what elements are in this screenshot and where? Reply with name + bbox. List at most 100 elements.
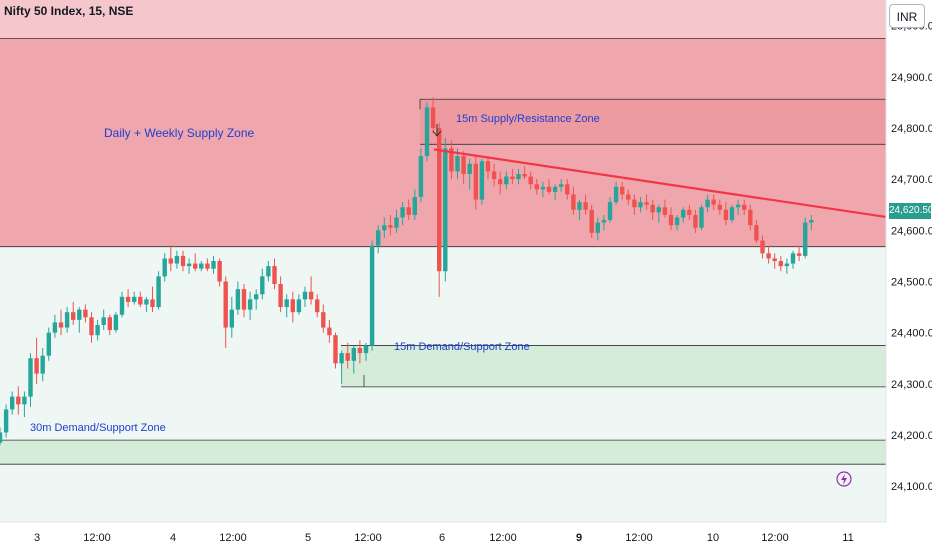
candle-body (522, 174, 527, 177)
candle-body (644, 202, 649, 205)
candle-body (620, 186, 625, 195)
candle-body (790, 253, 796, 264)
candle-body (656, 207, 661, 213)
candle-body (357, 348, 363, 354)
candle-body (217, 261, 222, 282)
x-tick-label: 9 (576, 532, 582, 544)
x-tick-label: 12:00 (489, 532, 517, 544)
candle-body (418, 156, 424, 198)
candle-body (266, 266, 271, 277)
candle-body (211, 261, 216, 269)
candle-body (64, 312, 70, 328)
candle-body (174, 255, 180, 264)
candle-body (546, 186, 552, 192)
candle-body (809, 220, 814, 223)
currency-button[interactable]: INR (889, 4, 925, 28)
zone-label: 15m Demand/Support Zone (394, 341, 530, 353)
candle-body (254, 294, 259, 300)
candle-body (22, 396, 27, 405)
candle-body (16, 396, 21, 405)
candle-body (363, 345, 369, 354)
candle-body (528, 176, 533, 185)
candle-body (58, 322, 64, 328)
x-tick-label: 4 (170, 532, 176, 544)
candles (0, 97, 814, 446)
candle-body (339, 353, 344, 364)
candle-body (467, 163, 472, 174)
candle-body (89, 317, 94, 336)
candle-body (699, 207, 704, 228)
candle-body (607, 202, 613, 221)
candle-body (589, 209, 594, 233)
candle-body (193, 263, 198, 269)
y-tick-label: 24,500.00 (891, 276, 932, 288)
candle-body (308, 291, 314, 300)
candle-body (595, 222, 600, 233)
candle-body (638, 202, 643, 208)
candle-body (742, 204, 747, 210)
candle-body (382, 225, 387, 231)
resistance-trendline (433, 148, 887, 219)
candle-body (284, 299, 289, 308)
candle-body (315, 299, 320, 313)
candle-body (290, 299, 295, 313)
candle-body (504, 176, 509, 185)
candle-body (321, 312, 326, 328)
zone-label: Daily + Weekly Supply Zone (104, 126, 255, 140)
candle-body (3, 409, 9, 433)
candle-body (717, 204, 722, 210)
candle-body (186, 263, 192, 267)
candle-body (83, 309, 88, 318)
candle-body (735, 204, 741, 208)
candle-body (241, 289, 247, 310)
candle-body (52, 322, 58, 333)
candle-body (437, 127, 442, 272)
x-tick-label: 11 (842, 532, 853, 544)
candle-body (455, 156, 460, 172)
time-axis[interactable] (0, 522, 886, 550)
x-tick-label: 12:00 (625, 532, 653, 544)
price-axis[interactable] (886, 0, 932, 550)
candle-body (632, 199, 637, 208)
candle-body (565, 184, 570, 195)
y-tick-label: 24,900.00 (891, 72, 932, 84)
candle-body (498, 179, 503, 185)
candle-body (138, 296, 143, 305)
demand-support-zone-30m (0, 440, 886, 465)
candle-body (180, 255, 186, 267)
x-tick-label: 10 (707, 532, 719, 544)
candle-body (510, 176, 515, 180)
candle-body (430, 107, 436, 128)
candle-body (144, 299, 149, 305)
candle-body (485, 161, 491, 172)
candle-body (461, 156, 466, 174)
y-tick-label: 24,700.00 (891, 174, 932, 186)
y-tick-label: 24,100.00 (891, 481, 932, 493)
candle-body (406, 207, 411, 215)
demand-support-zone-15m (341, 345, 886, 387)
candle-body (95, 324, 100, 336)
candle-body (394, 217, 399, 228)
candle-body (613, 186, 619, 203)
y-tick-label: 24,400.00 (891, 328, 932, 340)
candle-body (199, 263, 204, 269)
candle-body (107, 317, 112, 331)
candle-body (223, 281, 228, 328)
candle-body (443, 148, 448, 272)
candle-body (583, 202, 588, 210)
candle-body (479, 161, 485, 200)
x-tick-label: 12:00 (761, 532, 789, 544)
candle-body (681, 209, 686, 218)
candle-body (662, 207, 668, 215)
candle-body (577, 202, 582, 210)
candle-body (205, 263, 210, 269)
candle-body (412, 197, 417, 215)
candle-body (125, 296, 131, 302)
annotations: Daily + Weekly Supply Zone 15m Supply/Res… (30, 113, 887, 487)
candle-body (296, 299, 302, 313)
lightning-icon[interactable] (836, 471, 852, 487)
candle-body (674, 217, 680, 226)
candle-body (247, 299, 253, 310)
chart-title: Nifty 50 Index, 15, NSE (4, 4, 134, 18)
